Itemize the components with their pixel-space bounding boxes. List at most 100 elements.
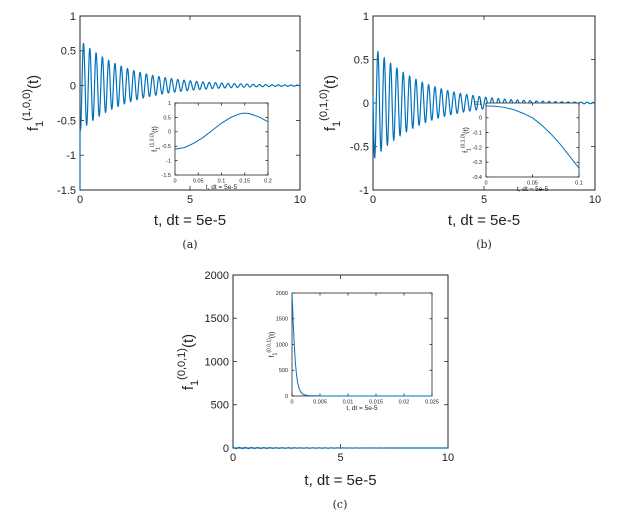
main-series-line — [79, 42, 301, 189]
inset-y-label-base: f — [152, 150, 159, 152]
main-x-tick-label: 10 — [589, 194, 601, 206]
main-y-label-base: f — [25, 126, 42, 131]
inset-y-label-subscript: 1 — [272, 352, 278, 355]
inset-y-tick-label: 1500 — [276, 317, 288, 323]
inset-y-tick-label: 500 — [279, 368, 288, 374]
main-y-tick-label: 0 — [223, 443, 229, 455]
inset-x-tick-label: 0.05 — [527, 181, 538, 187]
inset-y-tick-label: -0.2 — [473, 145, 482, 151]
main-x-tick-label: 5 — [481, 194, 487, 206]
main-x-tick-label: 10 — [294, 194, 306, 206]
inset-y-tick-label: -0.1 — [473, 131, 482, 137]
main-y-label-subscript: 1 — [331, 121, 343, 127]
inset-x-tick-label: 0.1 — [218, 179, 226, 185]
inset-x-tick-label: 0 — [484, 181, 487, 187]
main-y-tick-label: -1 — [359, 185, 369, 197]
main-y-label-tail: (t) — [322, 75, 339, 89]
main-y-axis-label: f1(0,1,0)(t) — [318, 75, 343, 131]
inset-y-label-tail: (t) — [269, 332, 276, 339]
inset-y-label-superscript: (1,0,0) — [149, 132, 155, 147]
inset-y-tick-label: 2000 — [276, 291, 288, 297]
main-y-label-tail: (t) — [25, 75, 42, 89]
inset-y-label-subscript: 1 — [155, 147, 161, 150]
inset-x-tick-label: 0.05 — [193, 179, 204, 185]
inset-y-tick-label: 0 — [479, 116, 482, 122]
main-x-tick-label: 0 — [370, 194, 376, 206]
inset-y-tick-label: -0.5 — [162, 144, 171, 150]
panel-caption: (b) — [476, 238, 492, 251]
main-y-label-tail: (t) — [180, 334, 197, 348]
main-y-tick-label: 1 — [70, 11, 76, 23]
main-y-tick-label: 1000 — [205, 356, 229, 368]
main-y-axis-label: f1(1,0,0)(t) — [21, 75, 46, 131]
main-y-tick-label: 1500 — [205, 313, 229, 325]
main-y-tick-label: 2000 — [205, 270, 229, 282]
inset-y-label-tail: (t) — [152, 126, 159, 133]
inset-y-tick-label: 0 — [285, 394, 288, 400]
inset-y-label-base: f — [269, 355, 276, 357]
main-y-tick-label: 0.5 — [61, 46, 76, 58]
panel-caption: (c) — [333, 498, 348, 511]
main-y-tick-label: 1 — [363, 11, 369, 23]
inset-y-axis-label: f1(0,1,0)(t) — [460, 127, 472, 153]
main-y-tick-label: 0 — [363, 98, 369, 110]
main-y-tick-label: -1.5 — [57, 185, 76, 197]
main-y-axis-label: f1(0,0,1)(t) — [176, 334, 201, 390]
inset-y-label-superscript: (0,0,1) — [266, 338, 272, 353]
main-y-label-base: f — [322, 126, 339, 131]
inset-x-tick-label: 0.015 — [369, 400, 383, 406]
inset-y-label-base: f — [463, 151, 470, 153]
inset-x-axis-label: t, dt = 5e-5 — [206, 184, 238, 191]
main-x-axis-label: t, dt = 5e-5 — [448, 212, 520, 229]
inset-y-axis-label: f1(1,0,0)(t) — [149, 126, 161, 152]
main-x-tick-label: 0 — [77, 194, 83, 206]
inset-y-tick-label: 0 — [168, 130, 171, 136]
main-y-label-subscript: 1 — [189, 380, 201, 386]
inset-y-tick-label: -1.5 — [162, 173, 171, 179]
main-y-tick-label: -0.5 — [350, 141, 369, 153]
main-x-tick-label: 5 — [337, 452, 343, 464]
inset-x-tick-label: 0.2 — [264, 179, 272, 185]
main-y-label-superscript: (0,0,1) — [176, 348, 188, 380]
inset-y-tick-label: 0.5 — [163, 115, 171, 121]
inset-series-line — [485, 105, 580, 169]
main-series-line — [232, 446, 448, 450]
inset-x-tick-label: 0.01 — [343, 400, 354, 406]
main-y-tick-label: -1 — [66, 150, 76, 162]
inset-x-tick-label: 0.025 — [425, 400, 439, 406]
inset-x-tick-label: 0 — [290, 400, 293, 406]
main-x-tick-label: 10 — [442, 452, 454, 464]
inset-x-tick-label: 0.15 — [239, 179, 250, 185]
inset-y-tick-label: -0.4 — [473, 175, 482, 181]
main-y-tick-label: 500 — [211, 400, 229, 412]
inset-background — [292, 293, 432, 396]
main-x-axis-label: t, dt = 5e-5 — [154, 212, 226, 229]
inset-background — [175, 103, 268, 175]
main-y-label-base: f — [180, 385, 197, 390]
main-y-tick-label: -0.5 — [57, 115, 76, 127]
panel-b: 0 5 10-1-0.500.51t, dt = 5e-5f1(0,1,0)(t)(… — [318, 11, 601, 251]
main-y-tick-label: 0 — [70, 80, 76, 92]
inset-x-tick-label: 0.02 — [399, 400, 410, 406]
inset-x-axis-label: t, dt = 5e-5 — [517, 186, 549, 193]
inset-y-axis-label: f1(0,0,1)(t) — [266, 332, 278, 358]
inset-y-label-tail: (t) — [463, 127, 470, 134]
inset-y-tick-label: 1000 — [276, 342, 288, 348]
main-y-tick-label: 0.5 — [354, 54, 369, 66]
main-x-axis-label: t, dt = 5e-5 — [304, 472, 376, 489]
inset-y-tick-label: 0.1 — [474, 101, 482, 107]
panel-caption: (a) — [182, 238, 197, 251]
inset-y-tick-label: -1 — [166, 159, 171, 165]
main-x-tick-label: 5 — [187, 194, 193, 206]
inset-series-line — [291, 292, 432, 397]
inset-series-line — [174, 112, 269, 150]
inset-y-tick-label: -0.3 — [473, 160, 482, 166]
inset-y-label-superscript: (0,1,0) — [460, 133, 466, 148]
inset-x-tick-label: 0.1 — [575, 181, 583, 187]
main-y-label-subscript: 1 — [34, 121, 46, 127]
inset-y-tick-label: 1 — [168, 101, 171, 107]
inset-y-label-subscript: 1 — [466, 148, 472, 151]
inset-x-tick-label: 0 — [173, 179, 176, 185]
